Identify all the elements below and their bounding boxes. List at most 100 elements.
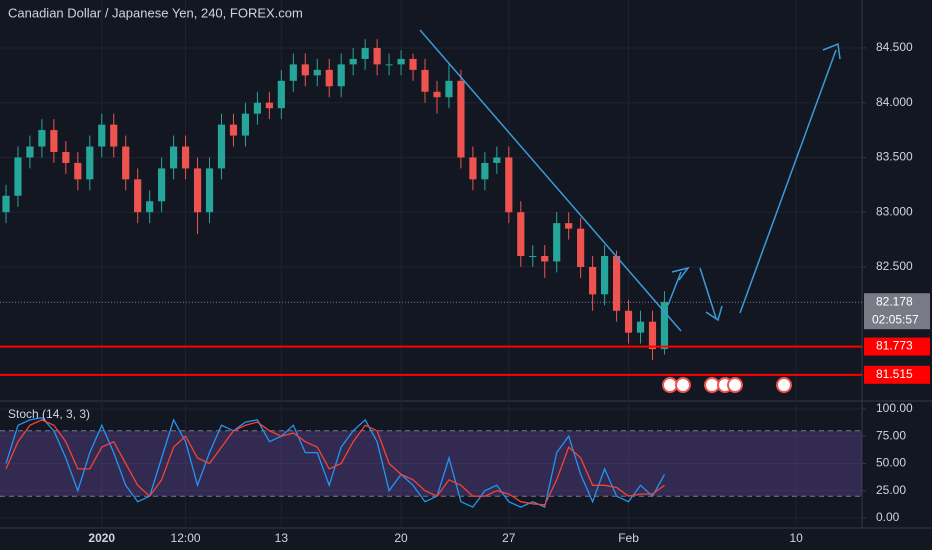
candle-body [433,91,441,98]
arrow-head [705,305,723,322]
x-tick-label: 13 [275,531,289,545]
candle-body [265,102,273,109]
event-icon[interactable] [675,377,691,393]
drawings [419,29,841,332]
candle-body [517,212,525,257]
y-tick-label: 82.500 [876,259,913,273]
candle-body [313,69,321,76]
candle-body [181,146,190,169]
candle-body [361,47,369,59]
candle-body [122,146,130,180]
y-tick-label: 100.00 [876,401,913,415]
x-tick-label: 20 [394,531,408,545]
plot: 232234 [0,39,862,509]
candle-body [577,228,585,267]
x-tick-label: Feb [618,531,639,545]
candle-body [373,47,381,65]
candle-body [612,256,621,311]
arrow [739,49,837,314]
candle-body [409,58,417,70]
candle-body [277,80,285,109]
candle-body [529,256,537,258]
candle-body [62,151,70,163]
last-price-label: 82.178 [876,294,913,308]
event-label: 3 [690,376,696,387]
event-label: 3 [742,376,748,387]
event-icon[interactable] [704,377,720,393]
candle-body [170,146,178,169]
arrow-head [822,42,841,60]
candle-body [158,168,166,202]
x-tick-label: 10 [789,531,803,545]
candle-body [193,168,202,213]
candle-body [289,64,297,81]
candle-body [469,157,477,180]
grid [0,0,862,528]
event-icon[interactable] [776,377,792,393]
candle-body [541,256,549,262]
candle-body [98,124,106,147]
candle-body [2,195,10,213]
chart-title: Canadian Dollar / Japanese Yen, 240, FOR… [8,5,303,20]
stoch-band [0,430,862,497]
candle-body [337,64,345,87]
candle-body [26,146,34,158]
candle-body [146,201,154,213]
indicator-title: Stoch (14, 3, 3) [8,407,90,421]
candle-body [589,266,597,295]
arrow [667,271,682,306]
candle-body [601,256,609,295]
candle-body [493,157,501,163]
level-label: 81.773 [876,339,913,353]
level-label: 81.515 [876,367,913,381]
last-price-bg [864,293,930,330]
y-tick-label: 50.00 [876,456,906,470]
candle-body [229,124,238,136]
trend-line [419,29,682,332]
candle-body [505,157,513,213]
arrow-head [671,266,690,281]
candle-body [624,310,633,333]
candle-body [14,157,22,196]
y-tick-label: 84.500 [876,40,913,54]
candle-body [553,223,561,262]
candle-body [301,64,309,76]
candle-body [565,223,573,229]
candle-body [50,130,58,152]
candle-body [397,58,405,65]
event-icon[interactable] [727,377,743,393]
candle-body [349,58,357,65]
candle-body [38,130,46,147]
level-label-bg [864,365,930,384]
candle-body [74,162,82,180]
candle-body [457,80,465,158]
candle-body [481,162,489,180]
candle-body [421,69,429,92]
x-tick-label: 2020 [88,531,115,545]
countdown-label: 02:05:57 [872,312,919,326]
axes: 2020 12:00 13 20 27 Feb 10 82.500 83.000 83.500 84… [88,40,930,545]
arrow [699,267,717,319]
candle-body [253,102,261,114]
y-tick-label: 25.00 [876,483,906,497]
candle-body [110,124,118,147]
candle-body [385,64,393,66]
event-icon[interactable] [662,377,678,393]
y-tick-label: 83.000 [876,204,913,218]
level-label-bg [864,337,930,356]
x-tick-label: 27 [502,531,516,545]
y-tick-label: 75.00 [876,428,906,442]
event-label: 4 [791,376,797,387]
candle-body [636,321,645,333]
candle-body [217,124,226,169]
candle-body [134,179,142,213]
y-tick-label: 84.000 [876,95,913,109]
y-tick-label: 0.00 [876,510,900,524]
x-tick-label: 12:00 [171,531,201,545]
candle-body [241,113,250,136]
candle-body [205,168,214,213]
y-tick-label: 83.500 [876,150,913,164]
candle-body [445,80,453,98]
